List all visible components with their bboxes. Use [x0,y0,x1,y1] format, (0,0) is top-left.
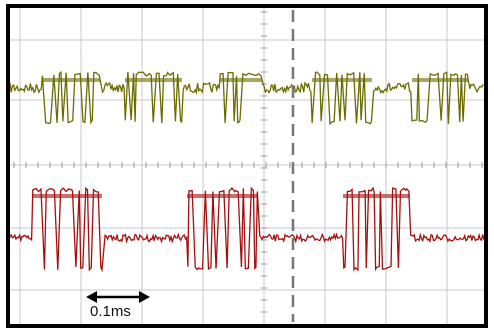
burst-band [32,194,102,198]
burst-band [412,78,468,82]
burst-band [187,194,258,198]
burst-band [125,78,182,82]
burst-band [343,194,410,198]
burst-band [42,78,100,82]
oscilloscope-screen: 0.1ms [0,0,494,333]
burst-band [220,78,262,82]
burst-band [312,78,372,82]
time-scale-label: 0.1ms [90,303,131,320]
